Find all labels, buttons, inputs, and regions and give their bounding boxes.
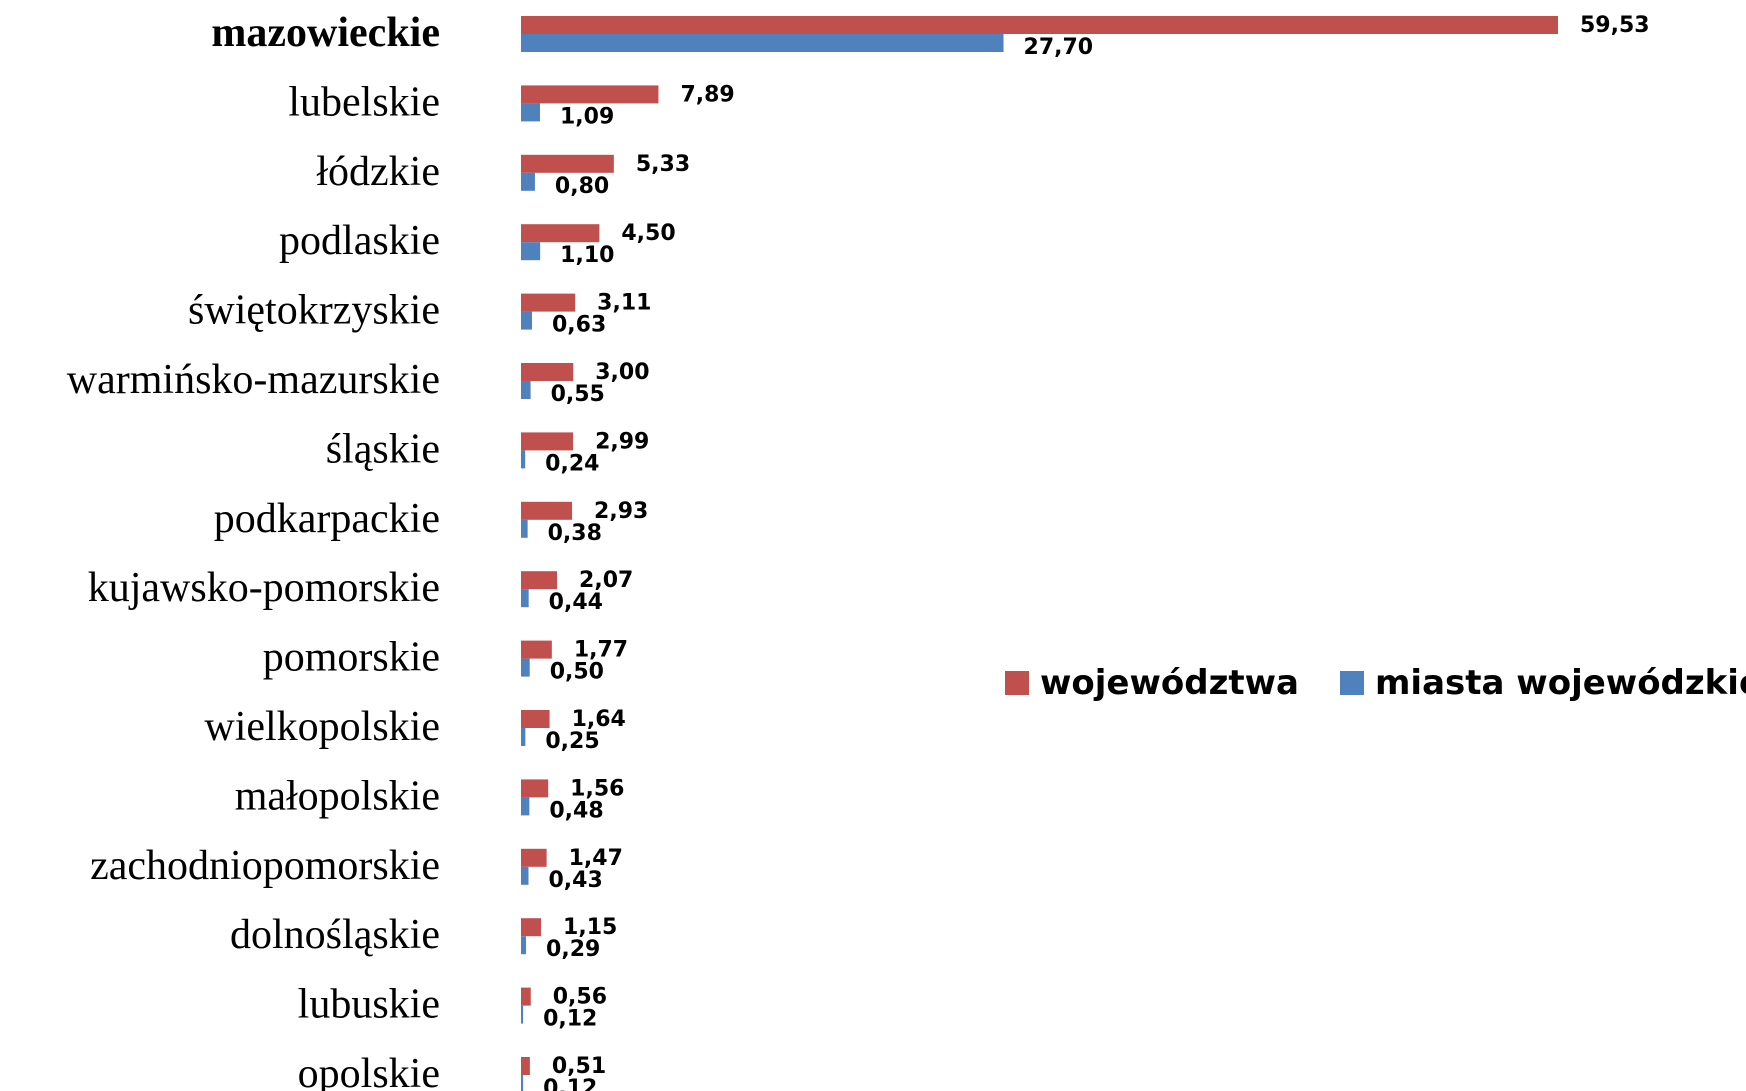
- value-label-wojewodztwa-slaskie: 2,99: [595, 429, 649, 454]
- bar-wojewodztwa-dolnoslaskie: [521, 918, 542, 937]
- bar-wojewodztwa-lodzkie: [521, 154, 614, 173]
- value-label-wojewodztwa-lubuskie: 0,56: [553, 985, 607, 1010]
- value-label-miasta-podkarpackie: 0,38: [548, 521, 602, 546]
- bar-wojewodztwa-lubuskie: [521, 987, 531, 1006]
- bar-wojewodztwa-opolskie: [521, 1057, 530, 1075]
- value-label-wojewodztwa-opolskie: 0,51: [552, 1054, 606, 1079]
- value-label-wojewodztwa-lodzkie: 5,33: [636, 152, 690, 177]
- bar-miasta-podlaskie: [521, 242, 541, 261]
- bar-wojewodztwa-podkarpackie: [521, 501, 573, 520]
- bar-miasta-lubuskie: [521, 1005, 524, 1024]
- value-label-wojewodztwa-podlaskie: 4,50: [621, 221, 675, 246]
- category-label-lodzkie: łódzkie: [316, 149, 440, 195]
- legend: województwa miasta wojewódzkie: [1005, 663, 1746, 703]
- value-label-wojewodztwa-malopolskie: 1,56: [570, 776, 624, 801]
- value-label-miasta-lodzkie: 0,80: [555, 174, 609, 199]
- bar-wojewodztwa-kujawsko-pomorskie: [521, 571, 558, 590]
- value-label-miasta-pomorskie: 0,50: [550, 660, 604, 685]
- category-label-swietokrzyskie: świętokrzyskie: [188, 288, 440, 334]
- bar-miasta-podkarpackie: [521, 519, 528, 538]
- category-label-podlaskie: podlaskie: [279, 218, 440, 264]
- category-label-lubuskie: lubuskie: [298, 982, 440, 1028]
- bars: [521, 16, 1558, 1091]
- bar-miasta-dolnoslaskie: [521, 936, 527, 955]
- legend-swatch-miasta-wojewodzkie: [1340, 671, 1364, 695]
- value-label-wojewodztwa-dolnoslaskie: 1,15: [563, 915, 617, 940]
- bar-miasta-kujawsko-pomorskie: [521, 589, 529, 608]
- bar-wojewodztwa-lubelskie: [521, 85, 659, 104]
- value-label-wojewodztwa-mazowieckie: 59,53: [1580, 13, 1650, 38]
- value-label-miasta-slaskie: 0,24: [545, 451, 599, 476]
- category-label-podkarpackie: podkarpackie: [214, 496, 440, 542]
- legend-swatch-wojewodztwa: [1005, 671, 1029, 695]
- bar-miasta-lubelskie: [521, 103, 540, 122]
- category-label-kujawsko-pomorskie: kujawsko-pomorskie: [88, 565, 440, 611]
- bar-miasta-mazowieckie: [521, 34, 1004, 52]
- bar-miasta-zachodniopomorskie: [521, 866, 529, 885]
- bar-miasta-wielkopolskie: [521, 728, 526, 746]
- value-label-miasta-dolnoslaskie: 0,29: [546, 937, 600, 962]
- value-label-miasta-lubuskie: 0,12: [543, 1007, 597, 1032]
- bar-wojewodztwa-pomorskie: [521, 640, 552, 659]
- value-label-miasta-malopolskie: 0,48: [549, 798, 603, 823]
- bar-miasta-opolskie: [521, 1075, 524, 1091]
- bar-miasta-slaskie: [521, 450, 526, 469]
- category-label-malopolskie: małopolskie: [235, 773, 440, 819]
- value-label-miasta-warminsko-mazurskie: 0,55: [551, 382, 605, 407]
- value-label-miasta-mazowieckie: 27,70: [1024, 35, 1094, 60]
- category-label-mazowieckie: mazowieckie: [211, 10, 440, 56]
- category-labels: mazowieckie lubelskie łódzkie podlaskie świę…: [67, 10, 440, 1091]
- value-label-wojewodztwa-lubelskie: 7,89: [680, 82, 734, 107]
- bar-wojewodztwa-malopolskie: [521, 779, 549, 798]
- bar-miasta-lodzkie: [521, 172, 535, 191]
- category-label-pomorskie: pomorskie: [263, 635, 440, 681]
- bar-wojewodztwa-zachodniopomorskie: [521, 848, 547, 867]
- bar-miasta-warminsko-mazurskie: [521, 381, 531, 399]
- bar-miasta-pomorskie: [521, 658, 530, 677]
- bar-wojewodztwa-mazowieckie: [521, 16, 1558, 34]
- category-label-dolnoslaskie: dolnośląskie: [230, 912, 440, 958]
- value-label-wojewodztwa-swietokrzyskie: 3,11: [597, 291, 651, 316]
- category-label-warminsko-mazurskie: warmińsko-mazurskie: [67, 357, 440, 403]
- value-label-miasta-opolskie: 0,12: [543, 1076, 597, 1091]
- value-label-wojewodztwa-warminsko-mazurskie: 3,00: [595, 360, 649, 385]
- value-label-wojewodztwa-pomorskie: 1,77: [574, 638, 628, 663]
- category-label-opolskie: opolskie: [298, 1051, 440, 1091]
- legend-label-miasta-wojewodzkie: miasta wojewódzkie: [1375, 663, 1746, 703]
- value-label-wojewodztwa-wielkopolskie: 1,64: [572, 707, 626, 732]
- category-label-lubelskie: lubelskie: [288, 79, 440, 125]
- bar-wojewodztwa-swietokrzyskie: [521, 293, 576, 312]
- value-label-miasta-zachodniopomorskie: 0,43: [548, 868, 602, 893]
- bar-wojewodztwa-warminsko-mazurskie: [521, 363, 574, 381]
- bar-miasta-swietokrzyskie: [521, 311, 532, 330]
- category-label-slaskie: śląskie: [326, 426, 440, 472]
- category-label-wielkopolskie: wielkopolskie: [204, 704, 440, 750]
- value-label-miasta-swietokrzyskie: 0,63: [552, 313, 606, 338]
- bar-wojewodztwa-wielkopolskie: [521, 710, 550, 728]
- value-label-wojewodztwa-zachodniopomorskie: 1,47: [569, 846, 623, 871]
- legend-label-wojewodztwa: województwa: [1040, 663, 1299, 703]
- value-label-wojewodztwa-kujawsko-pomorskie: 2,07: [579, 568, 633, 593]
- value-label-miasta-podlaskie: 1,10: [560, 243, 614, 268]
- bar-wojewodztwa-slaskie: [521, 432, 574, 451]
- value-label-miasta-kujawsko-pomorskie: 0,44: [549, 590, 603, 615]
- value-label-miasta-wielkopolskie: 0,25: [545, 729, 599, 754]
- value-label-wojewodztwa-podkarpackie: 2,93: [594, 499, 648, 524]
- bar-wojewodztwa-podlaskie: [521, 224, 600, 243]
- value-labels: 59,5327,707,891,095,330,804,501,103,110,…: [543, 13, 1650, 1091]
- value-label-miasta-lubelskie: 1,09: [560, 104, 614, 129]
- bar-miasta-malopolskie: [521, 797, 530, 816]
- category-label-zachodniopomorskie: zachodniopomorskie: [90, 843, 440, 889]
